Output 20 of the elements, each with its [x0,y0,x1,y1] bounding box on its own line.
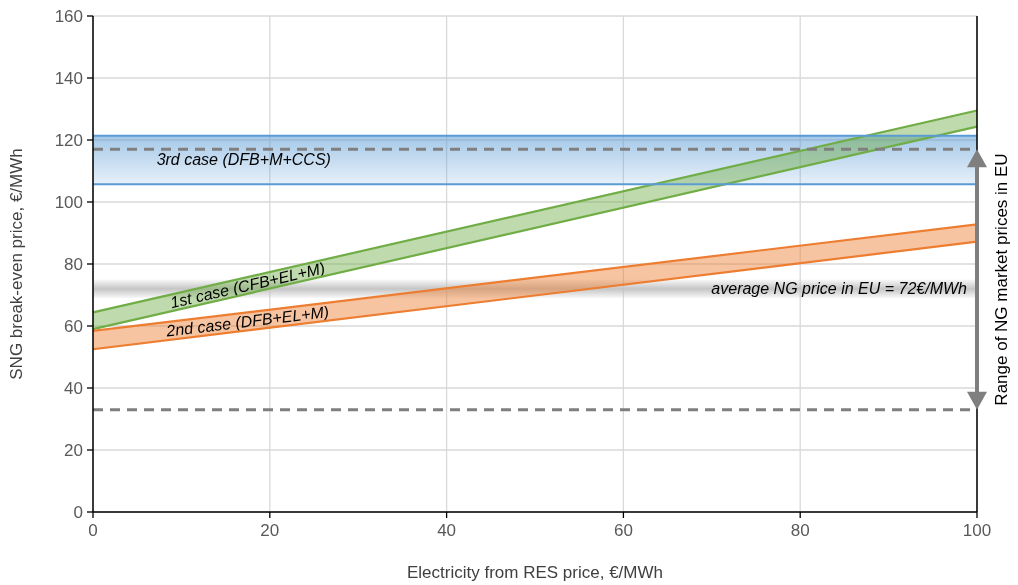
band-label: 3rd case (DFB+M+CCS) [156,151,331,169]
y-tick-label: 40 [64,378,83,398]
x-tick-label: 20 [260,521,280,540]
band-label: average NG price in EU = 72€/MWh [711,280,968,298]
y-tick-label: 160 [54,6,83,26]
x-tick-label: 0 [88,521,98,540]
y-tick-label: 0 [73,502,83,522]
y-axis-title: SNG break-even price, €/MWh [7,148,26,380]
y-tick-label: 80 [64,254,83,274]
y-tick-label: 20 [64,440,83,460]
x-tick-label: 60 [613,521,633,540]
text: Range of NG market prices in EU [992,153,1011,406]
y-tick-label: 60 [64,316,83,336]
y-tick-label: 100 [54,192,83,212]
x-axis-title: Electricity from RES price, €/MWh [407,563,663,582]
x-tick-label: 100 [962,521,992,540]
y-tick-label: 120 [54,130,83,150]
y-tick-label: 140 [54,68,83,88]
x-tick-label: 40 [437,521,457,540]
x-tick-label: 80 [790,521,810,540]
